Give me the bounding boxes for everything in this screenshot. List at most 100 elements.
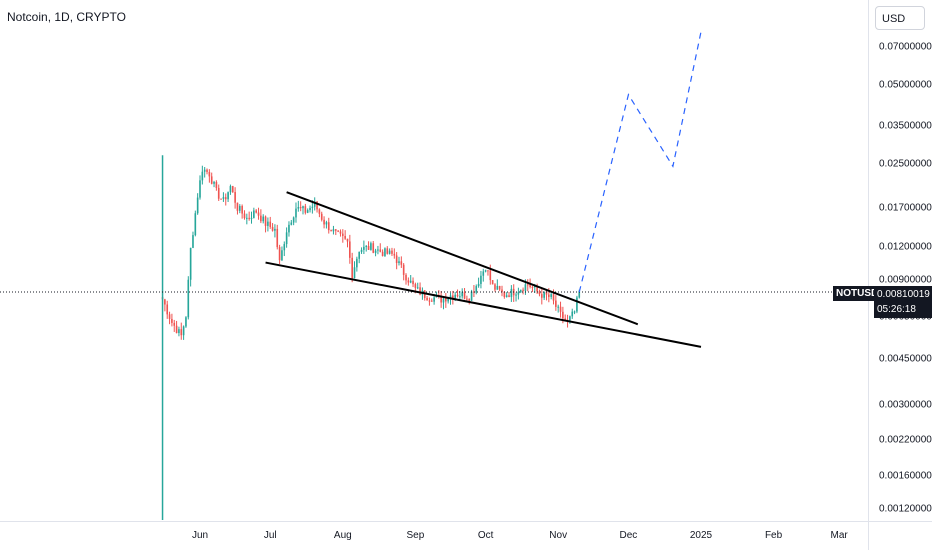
candle-body bbox=[515, 294, 517, 296]
candle-body bbox=[220, 198, 222, 200]
candle-body bbox=[412, 280, 414, 285]
candle-body bbox=[246, 217, 248, 219]
candle-body bbox=[384, 248, 386, 256]
candle-body bbox=[182, 326, 185, 336]
price-tick-label: 0.00300000 bbox=[879, 399, 932, 411]
candle-body bbox=[367, 245, 370, 250]
candle-body bbox=[318, 209, 321, 214]
candle-body bbox=[442, 298, 445, 303]
candle-body bbox=[416, 287, 419, 289]
candle-body bbox=[552, 294, 555, 301]
time-axis[interactable] bbox=[0, 521, 868, 550]
candle-body bbox=[206, 169, 208, 172]
candle-body bbox=[550, 294, 552, 297]
candle-body bbox=[274, 228, 276, 231]
candle-body bbox=[203, 169, 206, 172]
candle-body bbox=[374, 250, 377, 253]
candle-body bbox=[363, 246, 365, 250]
candle-body bbox=[531, 286, 534, 288]
candle-body bbox=[171, 318, 173, 323]
candle-body bbox=[330, 230, 332, 232]
candle-body bbox=[578, 290, 581, 298]
candle-body bbox=[543, 291, 545, 298]
candle-body bbox=[444, 298, 447, 302]
time-tick-label: 2025 bbox=[689, 530, 713, 541]
candle-body bbox=[419, 287, 421, 295]
candle-body bbox=[168, 314, 171, 319]
price-tick-label: 0.00900000 bbox=[879, 274, 932, 286]
candle-body bbox=[407, 280, 410, 283]
candle-body bbox=[559, 306, 562, 312]
candle-body bbox=[262, 216, 265, 222]
candle-body bbox=[379, 249, 382, 252]
candle-body bbox=[311, 206, 314, 208]
candle-body bbox=[402, 264, 405, 275]
candle-body bbox=[466, 298, 468, 300]
candle-body bbox=[473, 291, 475, 293]
lower-trendline bbox=[265, 261, 702, 348]
candle-body bbox=[475, 286, 478, 293]
candle-body bbox=[477, 283, 480, 287]
candle-body bbox=[452, 295, 454, 299]
currency-selector[interactable]: USD bbox=[875, 6, 925, 30]
candle-body bbox=[238, 206, 241, 211]
time-tick-label: Mar bbox=[830, 530, 848, 541]
price-tick-label: 0.02500000 bbox=[879, 158, 932, 170]
candle-body bbox=[341, 233, 344, 236]
candle-body bbox=[562, 311, 564, 319]
candle-body bbox=[576, 297, 578, 312]
candle-body bbox=[302, 206, 304, 209]
candle-body bbox=[213, 181, 215, 184]
candle-body bbox=[297, 207, 300, 209]
candle-body bbox=[224, 197, 227, 200]
candle-body bbox=[573, 311, 576, 313]
candle-body bbox=[501, 289, 503, 292]
candle-body bbox=[283, 244, 286, 251]
candles-layer bbox=[161, 155, 581, 520]
candle-body bbox=[381, 251, 384, 256]
candle-body bbox=[255, 210, 258, 213]
candle-body bbox=[313, 201, 316, 207]
candle-body bbox=[164, 299, 166, 305]
candle-body bbox=[526, 284, 529, 286]
price-axis[interactable] bbox=[868, 0, 932, 521]
candle-body bbox=[510, 288, 513, 298]
candle-body bbox=[316, 201, 318, 210]
candle-body bbox=[440, 295, 442, 303]
candle-body bbox=[487, 270, 489, 272]
candle-body bbox=[409, 280, 412, 283]
candle-body bbox=[353, 267, 356, 279]
candle-body bbox=[271, 226, 274, 231]
candle-body bbox=[480, 275, 482, 284]
candle-body bbox=[468, 298, 471, 301]
candle-body bbox=[285, 232, 288, 245]
candle-body bbox=[180, 329, 183, 336]
candle-body bbox=[555, 300, 557, 307]
candle-body bbox=[299, 207, 302, 209]
candle-body bbox=[569, 316, 571, 321]
candle-body bbox=[454, 294, 457, 299]
candle-body bbox=[201, 171, 204, 181]
upper-trendline bbox=[286, 191, 639, 326]
candle-body bbox=[564, 318, 567, 321]
bar-countdown: 05:26:18 bbox=[877, 304, 916, 315]
candle-body bbox=[503, 291, 506, 297]
time-tick-label: Jun bbox=[191, 530, 209, 541]
candle-body bbox=[456, 294, 459, 297]
price-tick-label: 0.01200000 bbox=[879, 241, 932, 253]
price-tick-label: 0.07000000 bbox=[879, 41, 932, 53]
candle-body bbox=[433, 297, 435, 302]
candle-body bbox=[414, 284, 417, 288]
candle-body bbox=[194, 213, 197, 236]
candle-body bbox=[349, 241, 351, 258]
candle-body bbox=[323, 219, 325, 225]
candle-body bbox=[449, 295, 452, 299]
candle-body bbox=[208, 171, 211, 177]
time-tick-label: Jul bbox=[263, 530, 277, 541]
last-price-label: 0.00810019 05:26:18 bbox=[874, 286, 932, 318]
candle-body bbox=[377, 249, 379, 251]
candle-body bbox=[459, 296, 461, 298]
candle-body bbox=[386, 248, 389, 254]
